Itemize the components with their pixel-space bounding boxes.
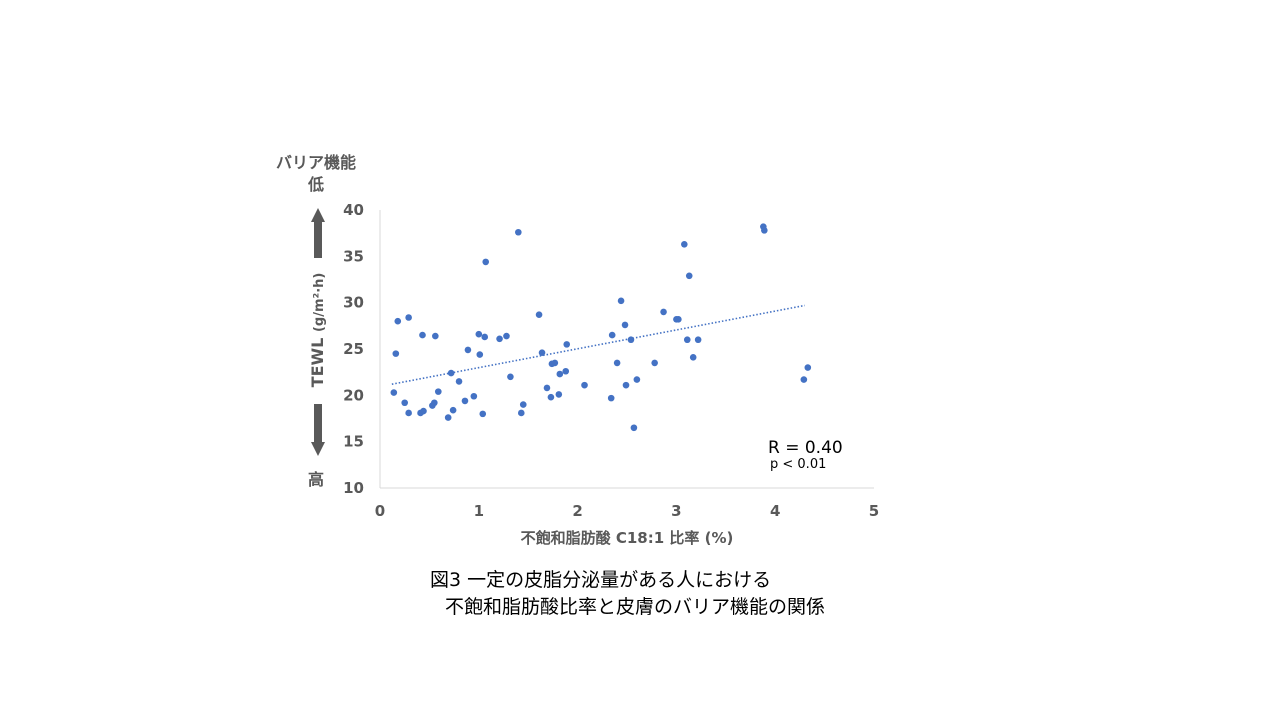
y-tick-label: 25: [343, 340, 364, 358]
figure-caption-line1: 図3 一定の皮脂分泌量がある人における: [430, 569, 772, 591]
x-tick-label: 3: [671, 502, 681, 520]
data-point: [675, 316, 682, 323]
data-point: [622, 381, 630, 389]
data-point: [630, 424, 638, 432]
data-point: [496, 335, 503, 343]
data-point: [581, 381, 588, 389]
data-point: [476, 351, 484, 358]
data-point: [555, 391, 563, 398]
data-point: [444, 414, 452, 421]
data-point: [547, 393, 555, 401]
data-point: [563, 341, 571, 348]
data-point: [551, 359, 559, 367]
data-points: [390, 223, 812, 432]
y-tick-label: 35: [343, 247, 364, 265]
x-tick-label: 2: [572, 502, 582, 520]
y-direction-arrows: [311, 208, 325, 456]
data-point: [390, 389, 398, 396]
data-point: [432, 332, 439, 340]
data-point: [431, 399, 438, 407]
data-point: [685, 272, 693, 280]
data-point: [660, 308, 667, 316]
y-tick-label: 15: [343, 433, 364, 451]
data-point: [613, 359, 621, 367]
data-point: [608, 331, 616, 339]
data-point: [517, 409, 525, 417]
data-point: [405, 409, 412, 417]
data-point: [419, 331, 426, 339]
data-point: [447, 369, 455, 377]
data-point: [464, 346, 472, 354]
trendline: [391, 304, 805, 385]
y-axis-title: TEWL (g/m²·h): [308, 273, 327, 388]
figure-caption-line2: 不飽和脂肪酸比率と皮膚のバリア機能の関係: [445, 596, 826, 618]
barrier-label-low: 低: [307, 175, 324, 194]
barrier-label-high: 高: [308, 470, 324, 489]
data-point: [392, 350, 400, 357]
data-point: [434, 388, 442, 395]
p-value-annotation: p < 0.01: [770, 457, 826, 472]
data-point: [475, 330, 483, 338]
data-point: [455, 378, 463, 385]
x-tick-label: 4: [770, 502, 780, 520]
data-point: [519, 401, 527, 408]
data-point: [543, 384, 551, 392]
data-point: [651, 359, 658, 367]
data-point: [633, 376, 641, 383]
y-tick-labels: 10 15 20 25 30 35 40: [343, 201, 364, 497]
data-point: [617, 297, 625, 305]
barrier-label-line1: バリア機能: [276, 153, 356, 172]
data-point: [507, 373, 514, 381]
data-point: [694, 336, 702, 344]
data-point: [461, 397, 469, 405]
y-tick-label: 20: [343, 386, 364, 404]
data-point: [689, 354, 697, 361]
y-tick-label: 40: [343, 201, 364, 219]
data-point: [681, 240, 688, 248]
x-tick-labels: 0 1 2 3 4 5: [375, 502, 879, 520]
data-point: [621, 321, 629, 329]
x-tick-label: 1: [474, 502, 484, 520]
data-point: [482, 258, 490, 266]
data-point: [394, 317, 402, 325]
data-point: [683, 336, 691, 344]
r-value-annotation: R = 0.40: [768, 438, 843, 458]
data-point: [607, 394, 615, 402]
y-tick-label: 30: [343, 294, 364, 312]
data-point: [405, 314, 412, 321]
x-axis-title: 不飽和脂肪酸 C18:1 比率 (%): [521, 529, 734, 547]
data-point: [556, 370, 564, 378]
data-point: [538, 349, 546, 357]
data-point: [449, 406, 457, 414]
data-point: [804, 364, 812, 371]
data-point: [420, 407, 427, 415]
data-point: [562, 367, 570, 375]
data-point: [401, 399, 409, 407]
data-point: [470, 392, 478, 400]
up-arrow-head: [311, 208, 325, 222]
x-tick-label: 5: [869, 502, 879, 520]
data-point: [535, 311, 543, 319]
data-point: [479, 410, 487, 418]
data-point: [800, 376, 808, 383]
y-tick-label: 10: [343, 479, 364, 497]
data-point: [627, 336, 635, 344]
down-arrow-head: [311, 442, 325, 456]
data-point: [481, 333, 489, 341]
data-point: [761, 227, 768, 234]
data-point: [515, 228, 522, 236]
x-tick-label: 0: [375, 502, 385, 520]
data-point: [503, 332, 510, 340]
